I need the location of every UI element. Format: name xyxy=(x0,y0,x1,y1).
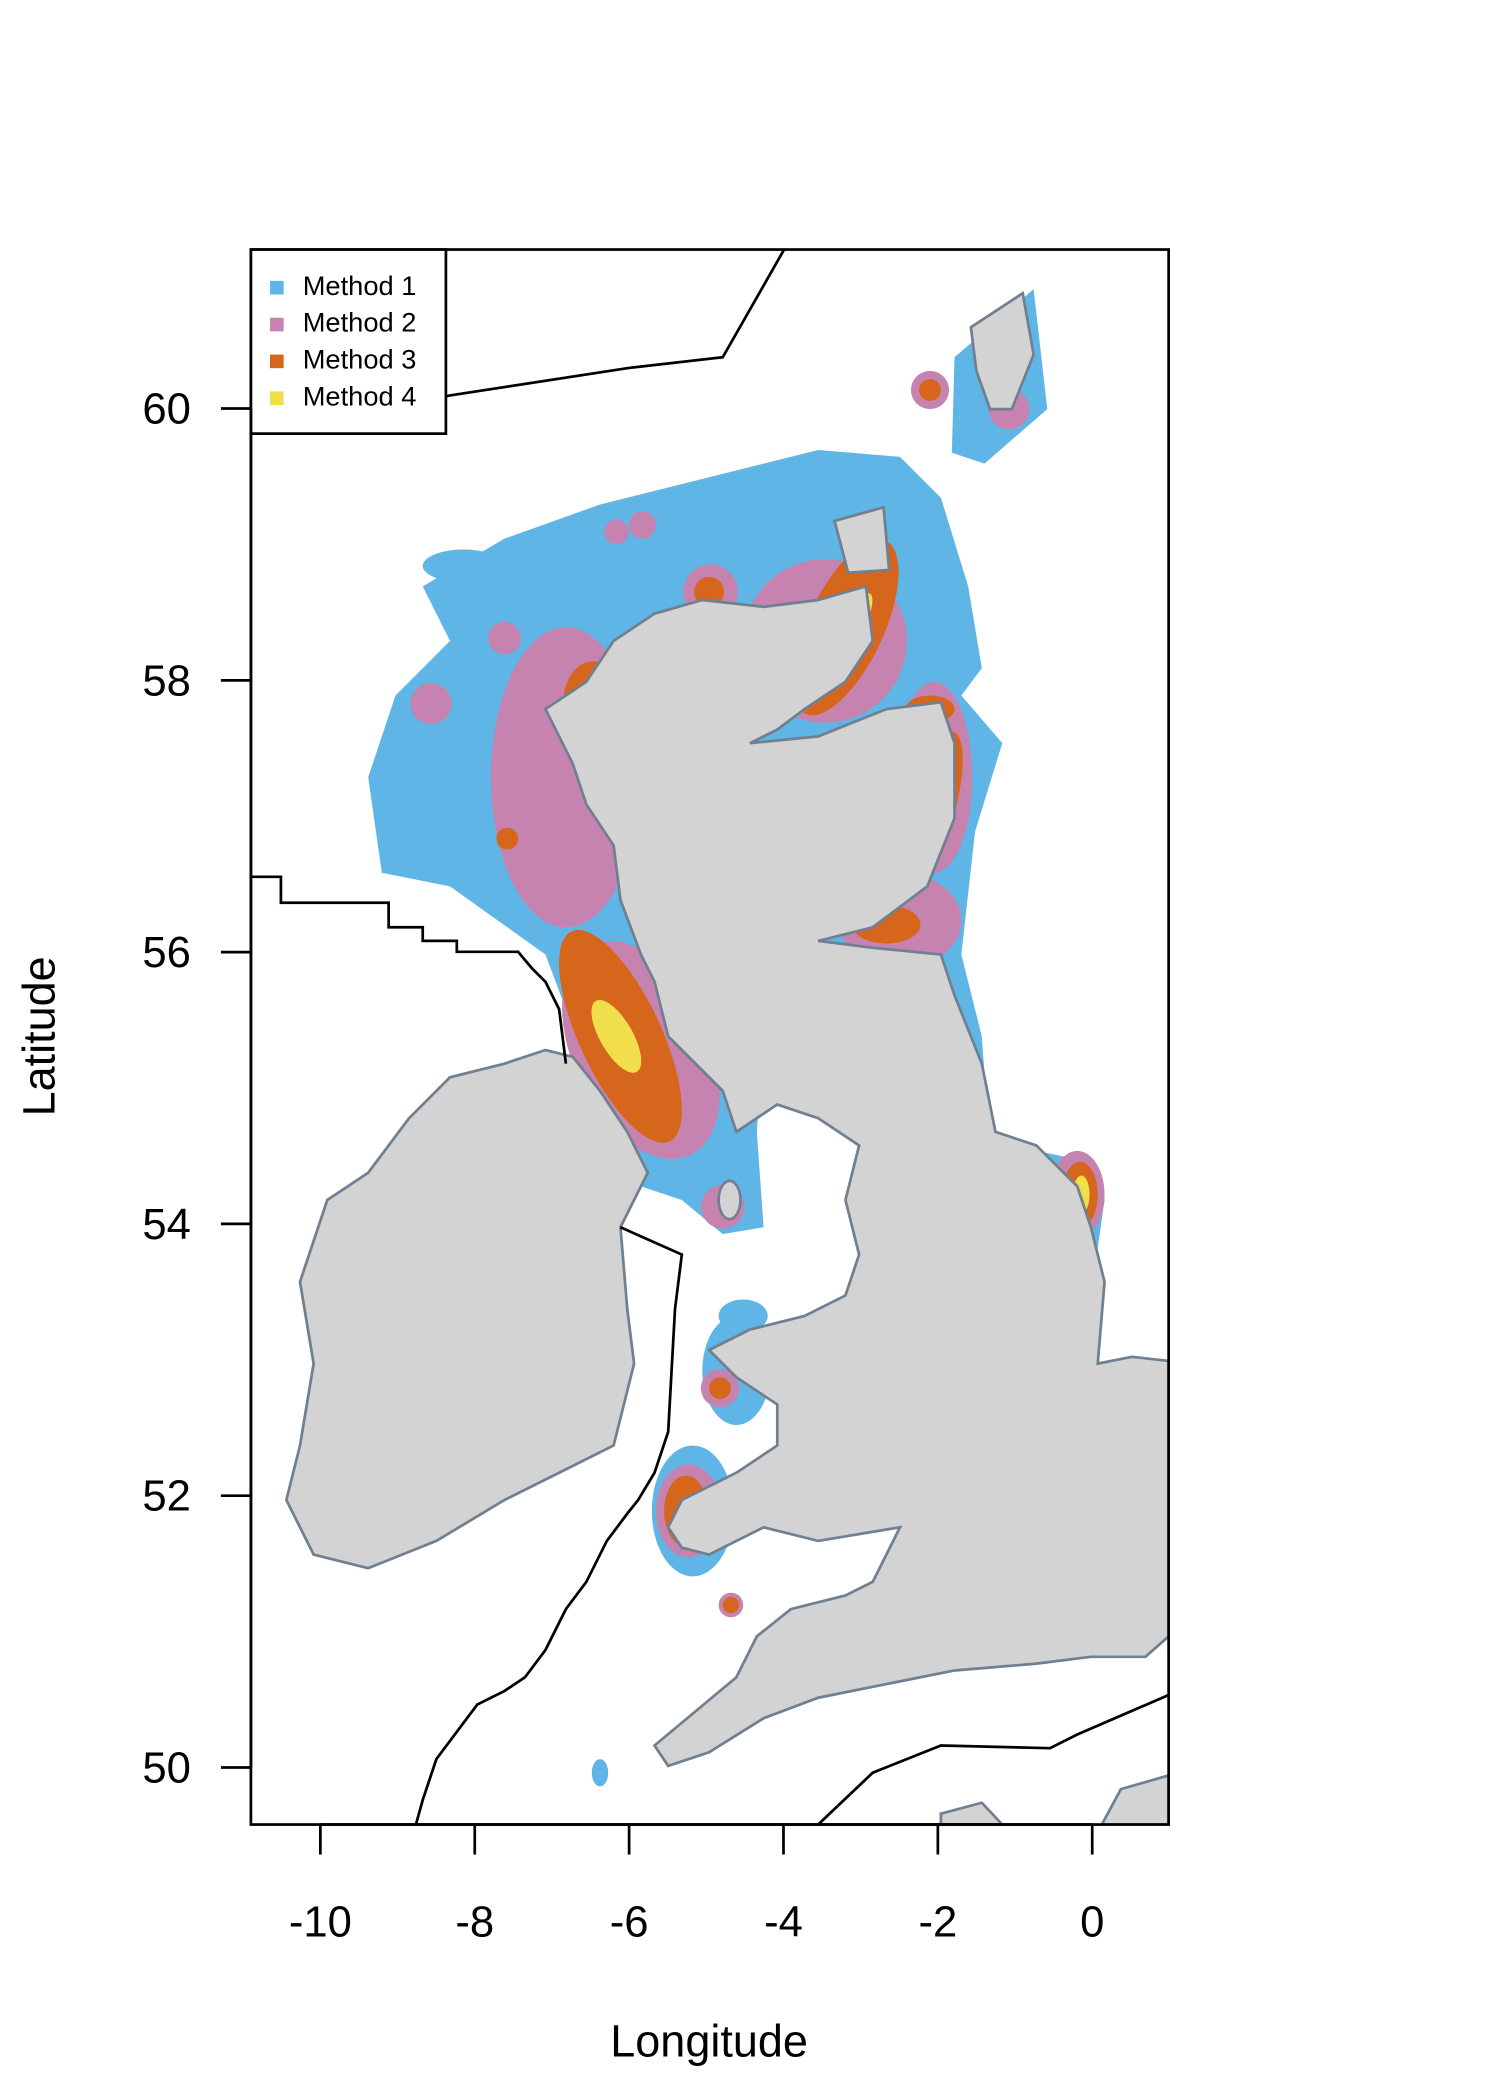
france xyxy=(1100,1774,1169,1825)
zone-area xyxy=(718,1299,768,1333)
eez-boundary xyxy=(817,1693,1169,1825)
y-tick-label: 52 xyxy=(142,1473,191,1521)
zone-area xyxy=(628,511,656,539)
zone-area xyxy=(604,519,629,545)
zone-area xyxy=(591,1000,642,1073)
y-tick-label: 54 xyxy=(142,1201,191,1249)
legend-label: Method 3 xyxy=(303,344,417,375)
legend-label: Method 1 xyxy=(303,270,417,301)
x-tick-label: 0 xyxy=(1080,1898,1104,1946)
legend-swatch xyxy=(270,354,284,369)
x-tick-label: -8 xyxy=(455,1898,494,1946)
legend-swatch xyxy=(270,317,284,332)
zone-area xyxy=(422,549,505,583)
zone-area xyxy=(410,683,452,725)
zone-area xyxy=(496,827,519,850)
map-layer xyxy=(250,249,1169,1825)
x-tick-label: -10 xyxy=(289,1898,352,1946)
y-tick-label: 50 xyxy=(142,1744,191,1792)
channel-island xyxy=(939,1801,1005,1825)
eez-boundary xyxy=(250,875,568,1064)
legend-label: Method 2 xyxy=(303,307,417,338)
legend-swatch xyxy=(270,280,284,295)
y-tick-label: 58 xyxy=(142,657,191,705)
zone-area xyxy=(488,621,521,655)
orkney xyxy=(832,505,891,575)
shetland xyxy=(969,290,1036,411)
legend-label: Method 4 xyxy=(303,380,417,411)
great-britain xyxy=(543,584,1169,1768)
zone-area xyxy=(591,1759,609,1787)
zone-area xyxy=(919,379,941,401)
isle-of-man xyxy=(717,1179,742,1221)
y-axis-title: Latitude xyxy=(14,956,65,1116)
x-axis-title: Longitude xyxy=(610,2015,808,2066)
zone-area xyxy=(709,1377,731,1400)
legend: Method 1 Method 2 Method 3 Method 4 xyxy=(249,248,448,435)
ireland xyxy=(284,1048,650,1570)
x-tick-label: -4 xyxy=(764,1898,803,1946)
eez-boundary xyxy=(414,1226,684,1825)
y-tick-label: 60 xyxy=(142,386,191,434)
x-tick-label: -2 xyxy=(918,1898,957,1946)
x-tick-label: -6 xyxy=(610,1898,649,1946)
y-tick-label: 56 xyxy=(142,929,191,977)
legend-swatch xyxy=(270,391,284,405)
zone-area xyxy=(722,1596,740,1614)
